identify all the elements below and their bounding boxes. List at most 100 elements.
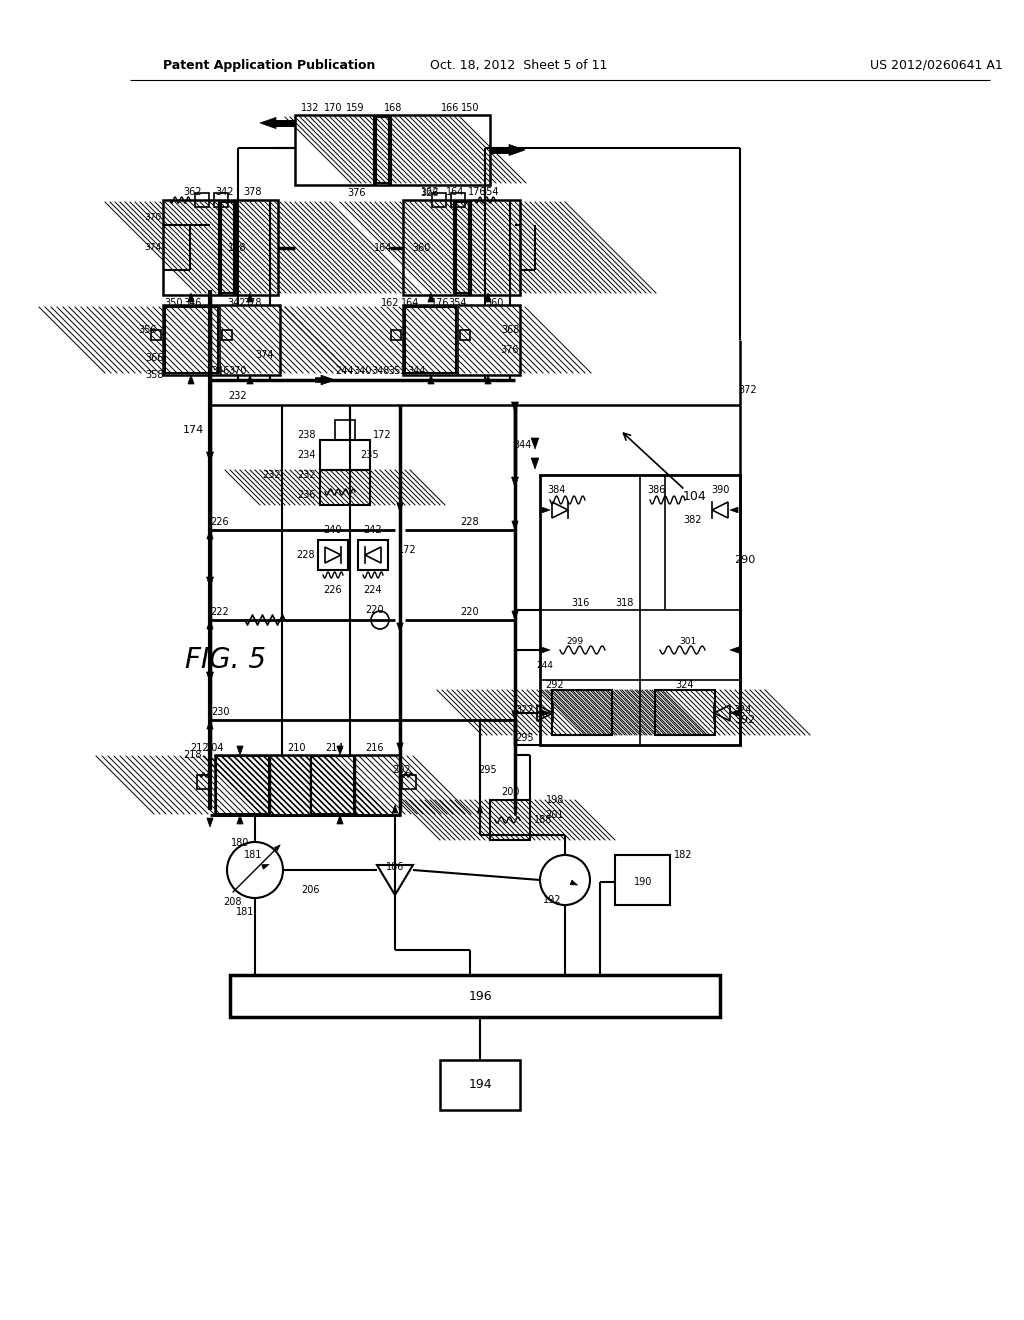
Text: 299: 299 bbox=[566, 638, 584, 647]
Text: 292: 292 bbox=[546, 680, 564, 690]
Text: 228: 228 bbox=[297, 550, 315, 560]
Polygon shape bbox=[512, 521, 518, 531]
Bar bbox=[319, 440, 370, 470]
Text: 376: 376 bbox=[501, 345, 519, 355]
Text: 220: 220 bbox=[461, 607, 479, 616]
Text: 196: 196 bbox=[468, 990, 492, 1002]
Polygon shape bbox=[397, 623, 403, 632]
Text: 342: 342 bbox=[227, 298, 246, 308]
Polygon shape bbox=[207, 620, 213, 630]
Bar bbox=[615, 855, 670, 906]
Polygon shape bbox=[207, 451, 213, 462]
Bar bbox=[214, 193, 228, 207]
Bar bbox=[220, 202, 234, 293]
Text: 132: 132 bbox=[301, 103, 319, 114]
Polygon shape bbox=[337, 814, 343, 824]
Text: 382: 382 bbox=[684, 515, 702, 525]
Bar bbox=[311, 756, 354, 814]
Text: 295: 295 bbox=[516, 733, 535, 743]
Polygon shape bbox=[397, 743, 403, 752]
Text: 188: 188 bbox=[534, 814, 552, 825]
Text: 226: 226 bbox=[211, 517, 229, 527]
Text: 162: 162 bbox=[381, 298, 399, 308]
Text: 206: 206 bbox=[301, 884, 319, 895]
Polygon shape bbox=[484, 293, 492, 302]
Text: 390: 390 bbox=[711, 484, 729, 495]
Polygon shape bbox=[321, 375, 335, 385]
Polygon shape bbox=[512, 711, 518, 719]
Text: FIG. 5: FIG. 5 bbox=[185, 645, 266, 675]
Text: 172: 172 bbox=[397, 545, 417, 554]
Text: 340: 340 bbox=[353, 366, 371, 376]
Text: 370: 370 bbox=[228, 366, 247, 376]
Text: 202: 202 bbox=[392, 766, 412, 775]
Text: 226: 226 bbox=[324, 585, 342, 595]
Text: 190: 190 bbox=[634, 876, 652, 887]
Text: 164: 164 bbox=[400, 298, 419, 308]
Text: 392: 392 bbox=[734, 715, 756, 725]
Polygon shape bbox=[531, 438, 539, 449]
Polygon shape bbox=[730, 710, 739, 717]
Text: 180: 180 bbox=[230, 838, 249, 847]
Text: 322: 322 bbox=[516, 705, 535, 715]
Text: 212: 212 bbox=[190, 743, 209, 752]
Text: 374: 374 bbox=[256, 350, 274, 360]
Bar bbox=[403, 305, 520, 375]
Bar bbox=[375, 117, 390, 183]
Polygon shape bbox=[187, 375, 195, 384]
Polygon shape bbox=[512, 403, 518, 412]
Text: 378: 378 bbox=[244, 298, 262, 308]
Bar bbox=[319, 470, 370, 506]
Polygon shape bbox=[207, 577, 213, 587]
Text: 366: 366 bbox=[145, 352, 164, 363]
Bar bbox=[358, 540, 388, 570]
Text: 354: 354 bbox=[449, 298, 467, 308]
Text: 198: 198 bbox=[546, 795, 564, 805]
Text: 358: 358 bbox=[145, 370, 164, 380]
Text: 192: 192 bbox=[543, 895, 561, 906]
Text: 200: 200 bbox=[501, 787, 519, 797]
Polygon shape bbox=[730, 507, 738, 512]
Text: 244: 244 bbox=[537, 660, 553, 669]
Bar bbox=[406, 308, 456, 374]
Polygon shape bbox=[541, 710, 550, 717]
Bar bbox=[163, 201, 278, 294]
Text: 236: 236 bbox=[298, 490, 316, 500]
Text: 295: 295 bbox=[478, 766, 498, 775]
Text: 318: 318 bbox=[615, 598, 634, 609]
Text: 168: 168 bbox=[384, 103, 402, 114]
Bar bbox=[655, 690, 715, 735]
Text: 201: 201 bbox=[546, 810, 564, 820]
Text: 372: 372 bbox=[738, 385, 758, 395]
Text: 218: 218 bbox=[183, 750, 203, 760]
Text: US 2012/0260641 A1: US 2012/0260641 A1 bbox=[870, 58, 1002, 71]
Text: 360: 360 bbox=[485, 298, 504, 308]
Text: 164: 164 bbox=[445, 187, 464, 197]
Text: 342: 342 bbox=[216, 187, 234, 197]
Text: 234: 234 bbox=[298, 450, 316, 459]
Text: 344: 344 bbox=[514, 440, 532, 450]
Text: 159: 159 bbox=[346, 103, 365, 114]
Bar bbox=[222, 330, 232, 341]
Text: 346: 346 bbox=[184, 298, 202, 308]
Polygon shape bbox=[207, 818, 213, 828]
Polygon shape bbox=[247, 375, 253, 384]
Bar bbox=[197, 775, 211, 789]
Polygon shape bbox=[392, 805, 397, 813]
Polygon shape bbox=[477, 805, 482, 813]
Text: 162: 162 bbox=[421, 187, 439, 197]
Bar bbox=[391, 330, 401, 341]
Text: 232: 232 bbox=[263, 470, 282, 480]
Text: 210: 210 bbox=[288, 743, 306, 752]
Text: 242: 242 bbox=[364, 525, 382, 535]
Polygon shape bbox=[730, 647, 739, 653]
Bar bbox=[335, 420, 355, 440]
Text: 344: 344 bbox=[407, 366, 425, 376]
Text: 176: 176 bbox=[431, 298, 450, 308]
Polygon shape bbox=[509, 144, 525, 156]
Text: 290: 290 bbox=[734, 554, 756, 565]
Text: 376: 376 bbox=[348, 187, 367, 198]
Text: 368: 368 bbox=[501, 325, 519, 335]
Text: 324: 324 bbox=[676, 680, 694, 690]
Text: 350: 350 bbox=[165, 298, 183, 308]
